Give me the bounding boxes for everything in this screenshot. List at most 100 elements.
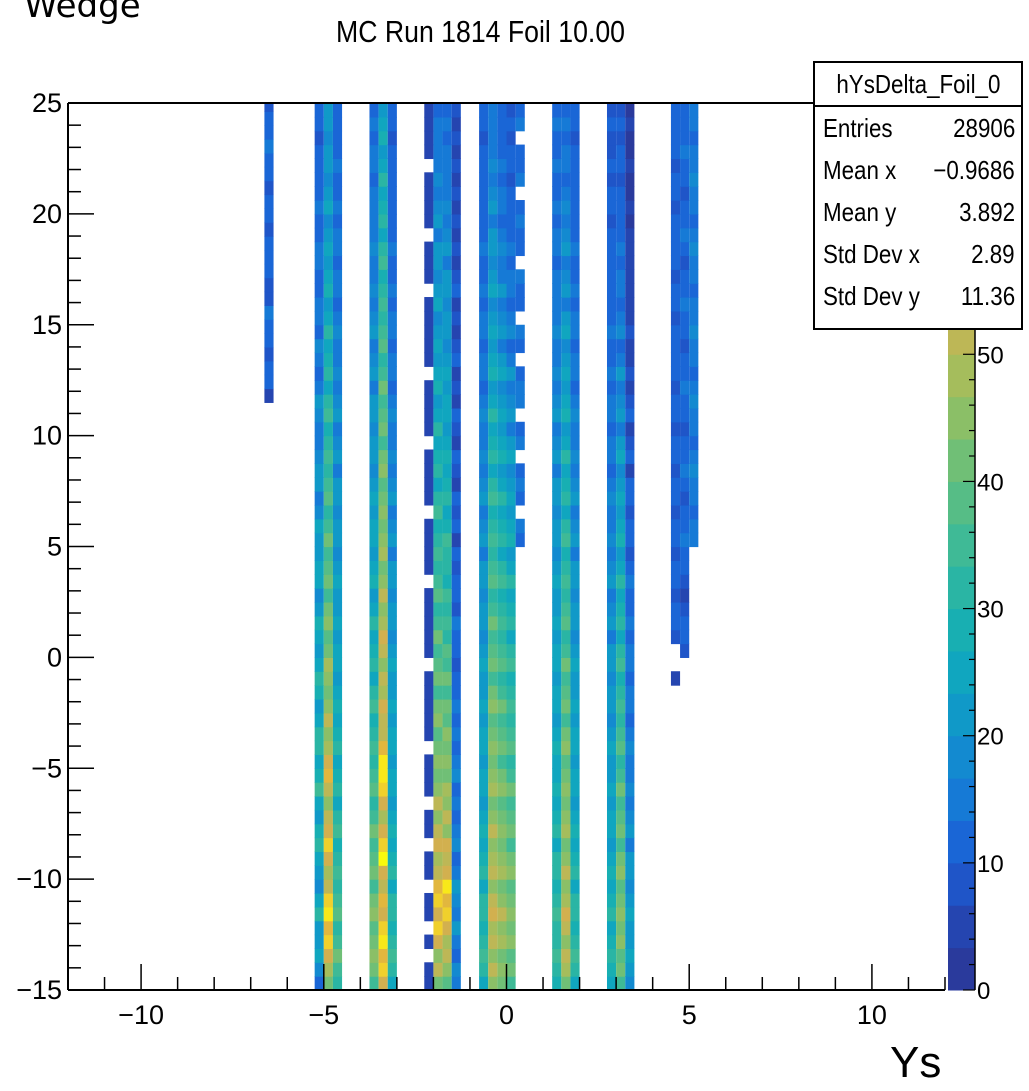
bin-18-36 (570, 477, 580, 492)
bin-17-31 (561, 546, 571, 561)
bin-12-41 (488, 407, 498, 423)
bin-3-15 (332, 768, 343, 783)
bin-11-1 (479, 962, 489, 977)
bin-19-14 (606, 782, 617, 797)
bin-1-63 (314, 103, 324, 118)
bin-1-12 (314, 809, 324, 825)
bin-19-4 (606, 920, 617, 936)
bin-13-43 (497, 380, 507, 395)
bin-20-43 (616, 380, 626, 395)
bin-4-33 (369, 518, 379, 534)
bin-18-16 (570, 754, 580, 769)
bin-24-26 (689, 172, 699, 187)
bin-0-20 (264, 111, 274, 126)
bin-5-33 (378, 518, 388, 534)
bin-1-56 (314, 200, 324, 215)
bin-13-18 (497, 726, 507, 742)
bin-18-54 (570, 227, 580, 243)
bin-7-26 (424, 615, 434, 631)
bin-17-0 (561, 976, 571, 991)
bin-11-28 (479, 588, 489, 603)
bin-6-25 (387, 629, 397, 645)
color-scale-step-10 (948, 523, 975, 567)
bin-8-59 (433, 158, 443, 173)
bin-16-40 (552, 421, 562, 437)
bin-20-14 (616, 782, 626, 797)
bin-5-42 (378, 394, 388, 409)
bin-12-36 (488, 477, 498, 492)
bin-10-32 (451, 532, 461, 548)
bin-24-18 (689, 283, 699, 298)
bin-20-29 (616, 574, 626, 589)
bin-14-18 (506, 726, 516, 742)
bin-23-36 (680, 144, 690, 160)
bin-2-15 (323, 768, 333, 783)
bin-19-16 (606, 754, 617, 769)
bin-23-32 (680, 200, 690, 215)
bin-17-36 (561, 477, 571, 492)
bin-9-18 (442, 726, 452, 742)
bin-12-54 (488, 227, 498, 243)
bin-15-24 (515, 200, 525, 215)
bin-16-4 (552, 920, 562, 936)
bin-10-13 (451, 795, 461, 811)
bin-2-47 (323, 324, 333, 340)
bin-18-12 (570, 809, 580, 825)
bin-9-28 (442, 588, 452, 603)
bin-1-41 (314, 407, 324, 423)
bin-7-57 (424, 186, 434, 201)
bin-11-60 (479, 144, 489, 160)
bin-15-28 (515, 144, 525, 160)
bin-11-43 (479, 380, 489, 395)
bin-9-31 (442, 546, 452, 561)
bin-11-41 (479, 407, 489, 423)
bin-3-36 (332, 477, 343, 492)
bin-22-39 (670, 130, 681, 146)
bin-19-30 (606, 560, 617, 575)
bin-7-42 (424, 394, 434, 409)
bin-14-1 (506, 962, 516, 977)
bin-19-42 (606, 394, 617, 409)
bin-13-4 (497, 920, 507, 936)
bin-10-29 (451, 574, 461, 589)
bin-1-17 (314, 740, 324, 755)
bin-9-45 (442, 352, 452, 367)
bin-10-48 (451, 310, 461, 326)
bin-15-0 (515, 532, 525, 548)
bin-14-50 (506, 283, 516, 298)
bin-14-34 (506, 504, 516, 520)
stats-row-entries: Entries 28906 (823, 113, 1015, 143)
bin-23-30 (680, 227, 690, 243)
bin-23-6 (680, 560, 690, 575)
bin-17-55 (561, 213, 571, 229)
bin-1-9 (314, 851, 324, 866)
bin-20-24 (616, 643, 626, 658)
bin-1-47 (314, 324, 324, 340)
bin-17-49 (561, 297, 571, 312)
bin-17-28 (561, 588, 571, 603)
bin-20-40 (616, 421, 626, 437)
bin-5-13 (378, 795, 388, 811)
bin-11-14 (479, 782, 489, 797)
bin-4-20 (369, 698, 379, 714)
bin-9-1 (442, 962, 452, 977)
bin-4-43 (369, 380, 379, 395)
bin-2-11 (323, 823, 333, 839)
bin-1-46 (314, 338, 324, 354)
bin-6-38 (387, 449, 397, 464)
bin-10-60 (451, 144, 461, 160)
bin-5-4 (378, 920, 388, 936)
bin-8-24 (433, 643, 443, 658)
bin-8-5 (433, 906, 443, 922)
bin-7-11 (424, 823, 434, 839)
bin-11-44 (479, 366, 489, 381)
bin-3-29 (332, 574, 343, 589)
bin-16-42 (552, 394, 562, 409)
bin-6-10 (387, 837, 397, 853)
bin-2-26 (323, 615, 333, 631)
bin-20-37 (616, 463, 626, 478)
bin-8-7 (433, 879, 443, 894)
bin-22-26 (670, 310, 681, 326)
bin-8-29 (433, 574, 443, 589)
bin-4-25 (369, 629, 379, 645)
